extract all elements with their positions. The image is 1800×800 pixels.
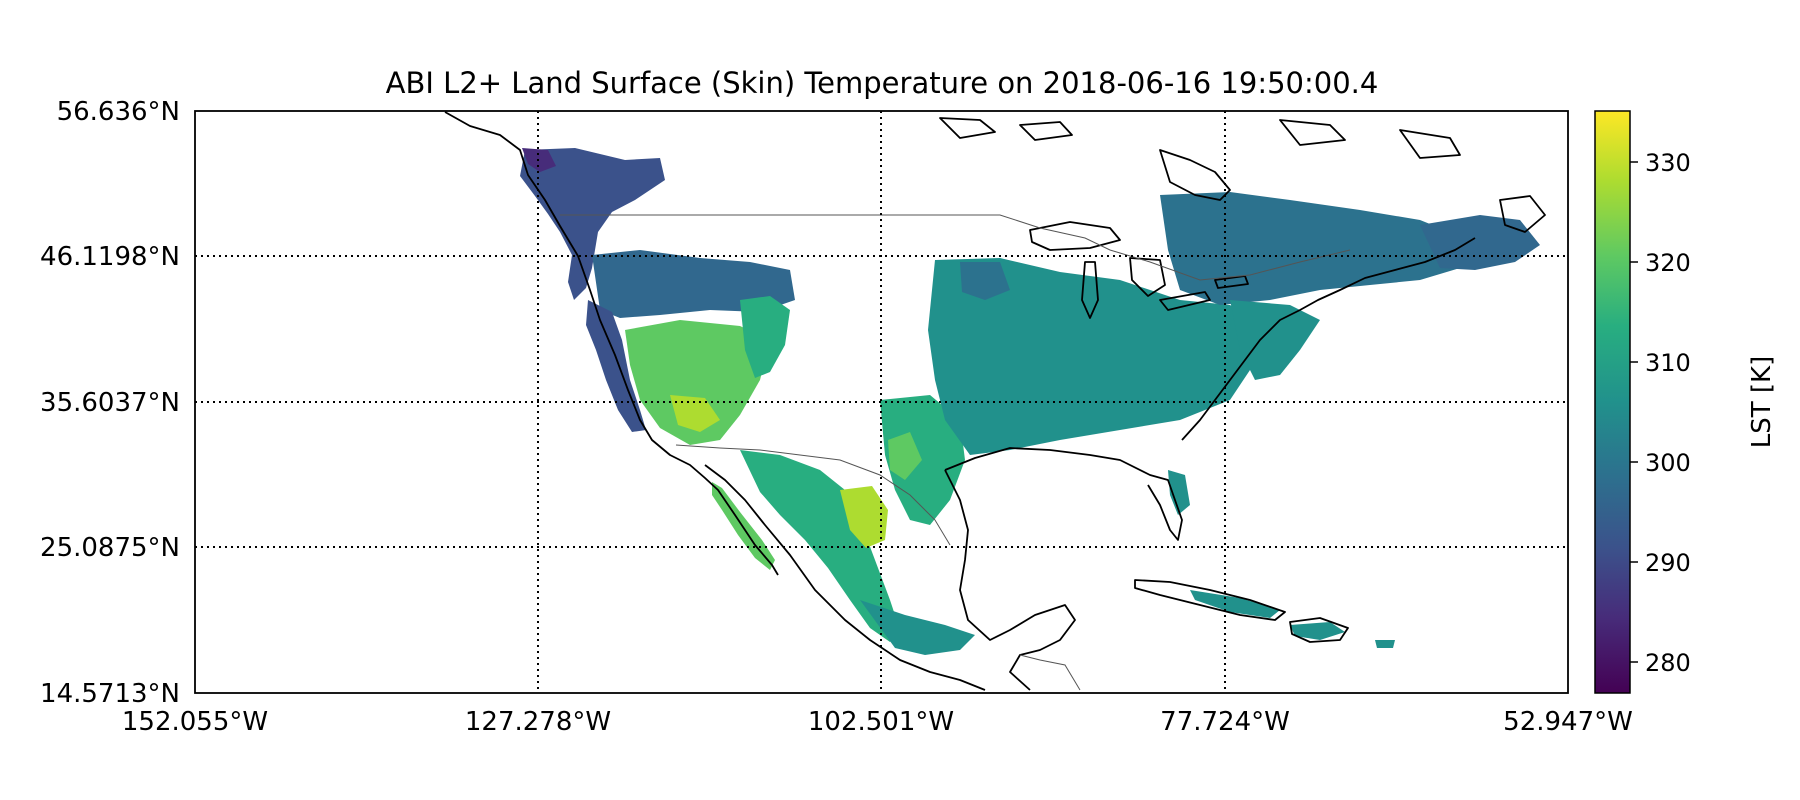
cuba-coastline bbox=[1134, 579, 1286, 621]
colorbar-tick-label: 280 bbox=[1645, 649, 1691, 677]
lst-patch-puerto-rico bbox=[1375, 640, 1395, 648]
lon-tick-labels: 152.055°W 127.278°W 102.501°W 77.724°W 5… bbox=[122, 707, 1633, 737]
hispaniola-coastline bbox=[1289, 617, 1349, 643]
lake-huron bbox=[1129, 257, 1166, 297]
lat-tick-label: 14.5713°N bbox=[40, 679, 180, 709]
political-borders bbox=[560, 214, 1351, 691]
lon-tick-label: 102.501°W bbox=[808, 707, 954, 737]
lst-patch-bc-coast bbox=[520, 148, 665, 300]
atlantic-coastline bbox=[1181, 237, 1476, 441]
lst-patch-mojave-hot bbox=[670, 395, 720, 432]
newfoundland-coastline bbox=[1499, 195, 1546, 233]
lst-patch-rockies bbox=[740, 296, 790, 378]
colorbar-tick-label: 300 bbox=[1645, 449, 1691, 477]
colorbar-tick-label: 310 bbox=[1645, 349, 1691, 377]
lst-patch-florida bbox=[1168, 470, 1190, 515]
lake-ontario bbox=[1214, 275, 1249, 289]
lake-michigan bbox=[1081, 261, 1099, 319]
lat-tick-label: 35.6037°N bbox=[40, 388, 180, 418]
lon-tick-label: 152.055°W bbox=[122, 707, 268, 737]
central-america-border bbox=[1019, 654, 1081, 691]
arctic-island-4 bbox=[1399, 129, 1461, 159]
lon-tick-label: 52.947°W bbox=[1503, 707, 1633, 737]
lat-tick-labels: 56.636°N 46.1198°N 35.6037°N 25.0875°N 1… bbox=[40, 97, 180, 709]
lat-tick-label: 25.0875°N bbox=[40, 533, 180, 563]
us-mexico-border bbox=[675, 444, 951, 546]
colorbar-tick-label: 290 bbox=[1645, 549, 1691, 577]
lat-tick-label: 56.636°N bbox=[57, 97, 180, 127]
colorbar-label: LST [K] bbox=[1747, 356, 1777, 448]
lst-patch-mexico-south bbox=[860, 600, 975, 655]
lst-patch-great-basin bbox=[625, 320, 770, 445]
mexico-west-coastline bbox=[704, 464, 986, 691]
colorbar: 330 320 310 300 290 280 LST [K] bbox=[1594, 110, 1777, 694]
map-frame bbox=[194, 110, 1569, 694]
lst-patch-northeast-us bbox=[1230, 300, 1320, 380]
lst-patch-midwest-cool bbox=[960, 262, 1010, 300]
colorbar-tick-label: 330 bbox=[1645, 149, 1691, 177]
us-canada-border bbox=[560, 214, 1351, 281]
lst-patch-cuba bbox=[1190, 590, 1280, 618]
arctic-island-1 bbox=[939, 117, 996, 139]
coastlines bbox=[444, 111, 1546, 691]
lst-patch-chihuahua bbox=[840, 486, 888, 548]
arctic-island-2 bbox=[1019, 121, 1073, 141]
colorbar-gradient bbox=[1594, 110, 1631, 694]
lon-tick-label: 127.278°W bbox=[465, 707, 611, 737]
gulf-coastline bbox=[944, 469, 1076, 691]
lake-superior bbox=[1029, 221, 1121, 251]
map-title: ABI L2+ Land Surface (Skin) Temperature … bbox=[386, 66, 1379, 100]
lake-erie bbox=[1159, 291, 1211, 311]
lst-patch-west-texas-hot bbox=[888, 432, 922, 480]
lst-patch-texas bbox=[880, 395, 965, 525]
colorbar-tick-label: 320 bbox=[1645, 249, 1691, 277]
gulf-north-coastline bbox=[944, 447, 1183, 541]
pacific-coastline bbox=[444, 111, 779, 576]
colorbar-ticks bbox=[1630, 161, 1638, 663]
lat-tick-label: 46.1198°N bbox=[40, 242, 180, 272]
lon-tick-label: 77.724°W bbox=[1160, 707, 1290, 737]
lst-patch-hispaniola bbox=[1290, 622, 1345, 640]
arctic-island-3 bbox=[1279, 119, 1346, 146]
gridlines bbox=[195, 111, 1568, 693]
lst-patch-central-us bbox=[928, 258, 1270, 455]
